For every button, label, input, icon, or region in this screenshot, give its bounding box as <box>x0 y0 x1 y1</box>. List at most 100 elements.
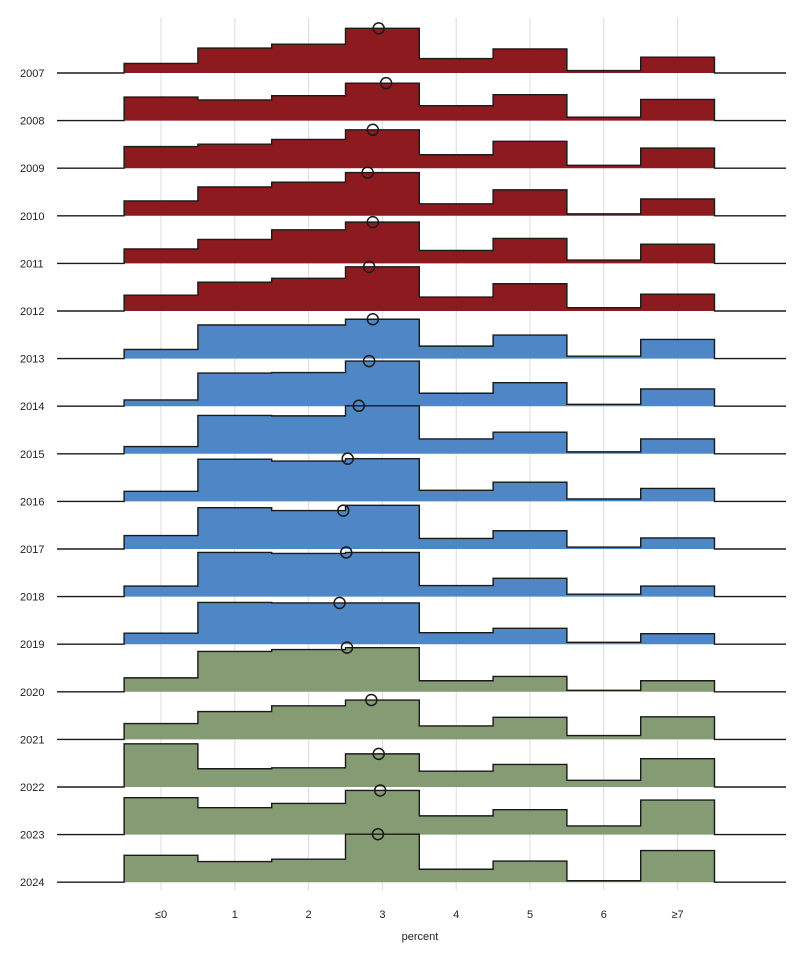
bin-bar <box>346 28 420 73</box>
bin-bar <box>272 416 346 454</box>
bin-bar <box>419 155 493 168</box>
mean-marker <box>361 166 374 179</box>
mean-marker <box>341 452 354 465</box>
mean-marker <box>366 215 380 229</box>
year-label: 2012 <box>20 306 44 318</box>
bin-bar <box>272 461 346 501</box>
ridge-layer: 2007 2008 2009 2010 2011 2012 2013 2014 2015 2016… <box>20 22 786 889</box>
mean-marker <box>352 399 366 413</box>
bin-bar <box>641 339 715 358</box>
bin-bar <box>124 201 198 216</box>
year-label: 2015 <box>20 449 44 461</box>
bin-bar <box>419 297 493 311</box>
bin-bar <box>493 482 567 501</box>
ridge-outline <box>57 457 786 503</box>
bin-bar <box>198 100 272 121</box>
bin-bar <box>346 361 420 406</box>
year-label: 2017 <box>20 544 44 556</box>
bin-bar <box>641 99 715 120</box>
bin-bar <box>124 586 198 597</box>
bin-bar <box>641 759 715 787</box>
bin-bar <box>419 250 493 263</box>
bin-bar <box>198 415 272 453</box>
bin-bar <box>346 834 420 882</box>
bin-bar <box>493 578 567 596</box>
bin-bar <box>346 173 420 216</box>
bin-bar <box>124 744 198 787</box>
mean-marker <box>362 260 376 274</box>
bin-bar <box>419 771 493 787</box>
mean-marker <box>365 693 378 707</box>
bin-bar <box>419 59 493 73</box>
bin-bar <box>346 83 420 120</box>
ridge-2015: 2015 <box>20 399 786 461</box>
ridge-2016: 2016 <box>20 452 786 508</box>
bin-bar <box>493 861 567 882</box>
bin-bar <box>272 373 346 407</box>
ridge-2021: 2021 <box>20 693 786 746</box>
bin-bar <box>419 586 493 597</box>
bin-bar <box>272 603 346 644</box>
bin-bar <box>346 459 420 502</box>
bin-bar <box>198 144 272 168</box>
mean-marker <box>339 546 353 559</box>
ridge-outline <box>57 504 786 550</box>
bin-bar <box>124 97 198 121</box>
year-label: 2021 <box>20 734 44 746</box>
ridge-2010: 2010 <box>20 166 786 223</box>
bin-bar <box>346 130 420 168</box>
year-label: 2020 <box>20 687 44 699</box>
bin-bar <box>419 816 493 835</box>
bin-bar <box>272 278 346 311</box>
bin-bar <box>493 432 567 454</box>
ridge-2017: 2017 <box>20 504 786 556</box>
ridge-2012: 2012 <box>20 260 786 318</box>
bin-bar <box>198 373 272 406</box>
bin-bar <box>419 490 493 501</box>
bin-bar <box>641 717 715 740</box>
bin-bar <box>198 187 272 216</box>
bin-bar <box>641 538 715 549</box>
ridge-outline <box>57 221 786 265</box>
ridge-2022: 2022 <box>20 743 786 794</box>
bin-bar <box>124 724 198 740</box>
bin-bar <box>346 648 420 692</box>
ridge-outline <box>57 833 786 883</box>
year-label: 2011 <box>20 258 44 270</box>
bin-bar <box>641 148 715 168</box>
bin-bar <box>272 706 346 740</box>
bin-bar <box>124 633 198 644</box>
bin-bar <box>124 400 198 406</box>
ridge-2011: 2011 <box>20 215 786 270</box>
x-tick-label: 3 <box>379 909 385 921</box>
bin-bar <box>493 95 567 121</box>
bin-bar <box>198 808 272 835</box>
bin-bar <box>641 389 715 406</box>
bin-bar <box>419 869 493 882</box>
year-label: 2022 <box>20 782 44 794</box>
mean-marker <box>362 354 376 368</box>
bin-bar <box>493 335 567 359</box>
bin-bar <box>272 650 346 692</box>
bin-bar <box>124 447 198 454</box>
bin-bar <box>641 199 715 216</box>
bin-bar <box>346 406 420 454</box>
bin-bar <box>567 826 641 835</box>
bin-bar <box>641 244 715 263</box>
bin-bar <box>346 700 420 739</box>
bin-bar <box>493 49 567 73</box>
bin-bar <box>346 603 420 644</box>
bin-bar <box>198 712 272 740</box>
bin-bar <box>641 294 715 311</box>
ridge-2009: 2009 <box>20 123 786 175</box>
bin-bar <box>641 57 715 73</box>
bin-bar <box>419 538 493 549</box>
bin-bar <box>272 859 346 882</box>
bin-bar <box>198 508 272 549</box>
bin-bar <box>272 230 346 264</box>
x-tick-label: 1 <box>232 909 238 921</box>
x-tick-label: 4 <box>453 909 459 921</box>
bin-bar <box>272 803 346 834</box>
bin-bar <box>641 851 715 883</box>
x-tick-labels: ≤0 1 2 3 4 5 6 ≥7 <box>155 909 684 921</box>
